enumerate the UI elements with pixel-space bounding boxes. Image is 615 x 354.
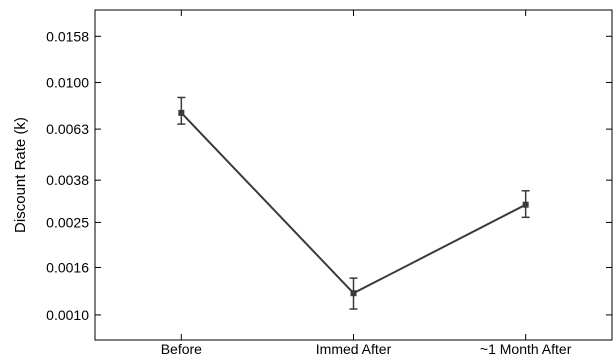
series-line <box>180 112 527 295</box>
x-tick-label: Before <box>161 341 202 354</box>
y-tick-label: 0.0025 <box>46 214 89 230</box>
y-tick-label: 0.0100 <box>46 74 89 90</box>
y-tick-label: 0.0158 <box>46 28 89 44</box>
x-axis: Before Immed After ~1 Month After <box>161 10 572 354</box>
y-tick-label: 0.0063 <box>46 121 89 137</box>
y-tick-label: 0.0038 <box>46 172 89 188</box>
data-point <box>350 290 357 297</box>
data-point <box>522 201 529 208</box>
x-tick-label: ~1 Month After <box>480 341 572 354</box>
y-tick-label: 0.0010 <box>46 307 89 323</box>
y-tick-label: 0.0016 <box>46 259 89 275</box>
data-point <box>178 109 185 116</box>
y-axis-title: Discount Rate (k) <box>12 117 29 233</box>
x-tick-label: Immed After <box>316 341 392 354</box>
y-axis: 0.0010 0.0016 0.0025 0.0038 0.0063 0.0100 0.01… <box>46 28 612 323</box>
series-layer <box>177 96 530 310</box>
